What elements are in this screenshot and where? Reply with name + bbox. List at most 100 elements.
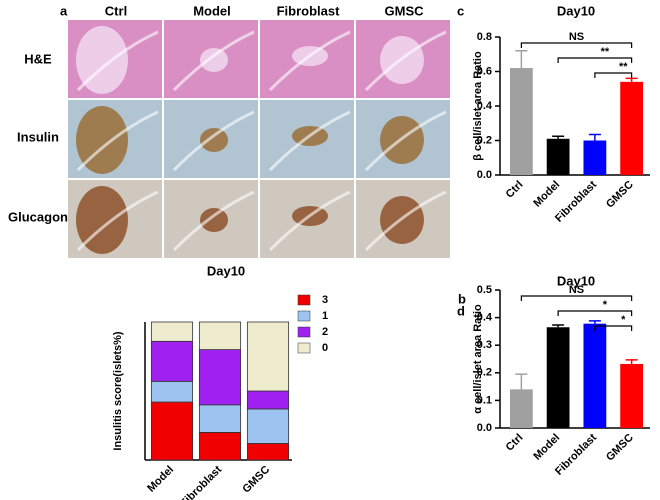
bar <box>583 323 607 428</box>
panel-letter: c <box>457 3 464 18</box>
error-bar <box>552 135 565 139</box>
legend-label: 2 <box>322 326 328 338</box>
chart-title: Day10 <box>557 3 595 18</box>
micrographs <box>68 20 450 258</box>
significance-bracket <box>557 310 633 316</box>
error-bar <box>515 50 528 69</box>
y-tick-label: 0.3 <box>477 339 492 351</box>
islet <box>76 186 128 254</box>
bar <box>509 389 533 428</box>
bar-segment <box>246 390 290 410</box>
y-tick-label: 0.0 <box>477 169 492 181</box>
column-label: Fibroblast <box>277 3 341 18</box>
vessel <box>364 110 447 172</box>
y-tick-label: 0.1 <box>477 394 492 406</box>
bar-segment <box>198 349 242 406</box>
x-tick-label: Model <box>531 179 562 210</box>
vessel <box>364 30 447 92</box>
y-tick-label: 0.6 <box>477 65 492 77</box>
y-axis-label: β cell/islet area Ratio <box>472 51 484 161</box>
bar-segment <box>150 321 194 342</box>
panel-letter: b <box>458 291 466 306</box>
significance-label: NS <box>569 31 584 43</box>
bar-segment <box>198 321 242 351</box>
y-tick-label: 0.2 <box>477 134 492 146</box>
vessel <box>172 110 255 172</box>
x-tick-label: Model <box>145 464 176 495</box>
bar <box>509 68 533 175</box>
row-label: Insulin <box>17 129 59 144</box>
vessel <box>364 190 447 252</box>
islet <box>200 48 228 72</box>
y-tick-label: 0.8 <box>477 31 492 43</box>
x-tick-label: Ctrl <box>504 179 526 201</box>
bar-segment <box>246 408 290 444</box>
y-tick-label: 0.4 <box>477 312 493 324</box>
y-tick-label: 0.0 <box>477 422 492 434</box>
significance-bracket <box>520 295 633 301</box>
error-bar <box>515 373 528 390</box>
bar-segment <box>246 443 290 461</box>
vessel <box>172 30 255 92</box>
bar-segment <box>150 401 194 461</box>
row-label: H&E <box>24 51 52 66</box>
vessel <box>268 110 351 172</box>
significance-label: * <box>603 299 608 311</box>
panel-a: a Ctrl Model Fibroblast GMSC H&E Insulin… <box>8 3 450 258</box>
significance-label: * <box>621 314 626 326</box>
error-bar <box>588 320 601 324</box>
significance-bracket <box>557 57 633 63</box>
vessel <box>268 30 351 92</box>
column-label: GMSC <box>385 3 425 18</box>
islet <box>76 26 128 94</box>
bar-segment <box>150 340 194 382</box>
y-tick-label: 0.5 <box>477 284 492 296</box>
column-label: Ctrl <box>105 3 127 18</box>
vessel <box>76 110 159 172</box>
bar <box>546 327 570 428</box>
bar-segment <box>246 321 290 392</box>
significance-bracket <box>520 42 633 48</box>
legend-swatch <box>297 310 311 322</box>
row-label: Glucagon <box>8 209 68 224</box>
significance-bracket <box>594 72 633 78</box>
chart-title: Day10 <box>207 263 245 278</box>
error-bar <box>552 324 565 328</box>
vessel <box>76 30 159 92</box>
y-axis-label: Insulitis score(islets%) <box>112 331 124 451</box>
islet <box>200 208 228 232</box>
legend-swatch <box>297 342 311 354</box>
vessel <box>268 190 351 252</box>
chart-title: Day10 <box>557 273 595 288</box>
bar <box>583 140 607 175</box>
panel-letter: a <box>60 3 68 18</box>
bar <box>620 363 644 428</box>
islet <box>76 106 128 174</box>
y-axis-label: α cell/islet area Ratio <box>472 304 484 414</box>
vessel <box>172 190 255 252</box>
x-tick-label: Fibroblast <box>178 463 224 500</box>
x-tick-label: GMSC <box>604 432 636 464</box>
significance-label: NS <box>569 284 584 296</box>
vessel <box>76 190 159 252</box>
legend-swatch <box>297 294 311 306</box>
bar-segment <box>198 404 242 433</box>
column-label: Model <box>193 3 231 18</box>
bar-segment <box>198 431 242 461</box>
x-tick-label: Model <box>531 432 562 463</box>
significance-label: ** <box>619 61 628 73</box>
x-tick-label: GMSC <box>604 179 636 211</box>
legend-swatch <box>297 326 311 338</box>
y-tick-label: 0.2 <box>477 367 492 379</box>
significance-bracket <box>594 325 633 331</box>
error-bar <box>625 77 638 82</box>
panel-letter: d <box>457 303 465 318</box>
bar <box>620 81 644 175</box>
legend-label: 1 <box>322 310 328 322</box>
islet <box>200 128 228 152</box>
error-bar <box>625 359 638 364</box>
bar <box>546 138 570 175</box>
legend-label: 0 <box>322 342 328 354</box>
error-bar <box>588 133 601 141</box>
